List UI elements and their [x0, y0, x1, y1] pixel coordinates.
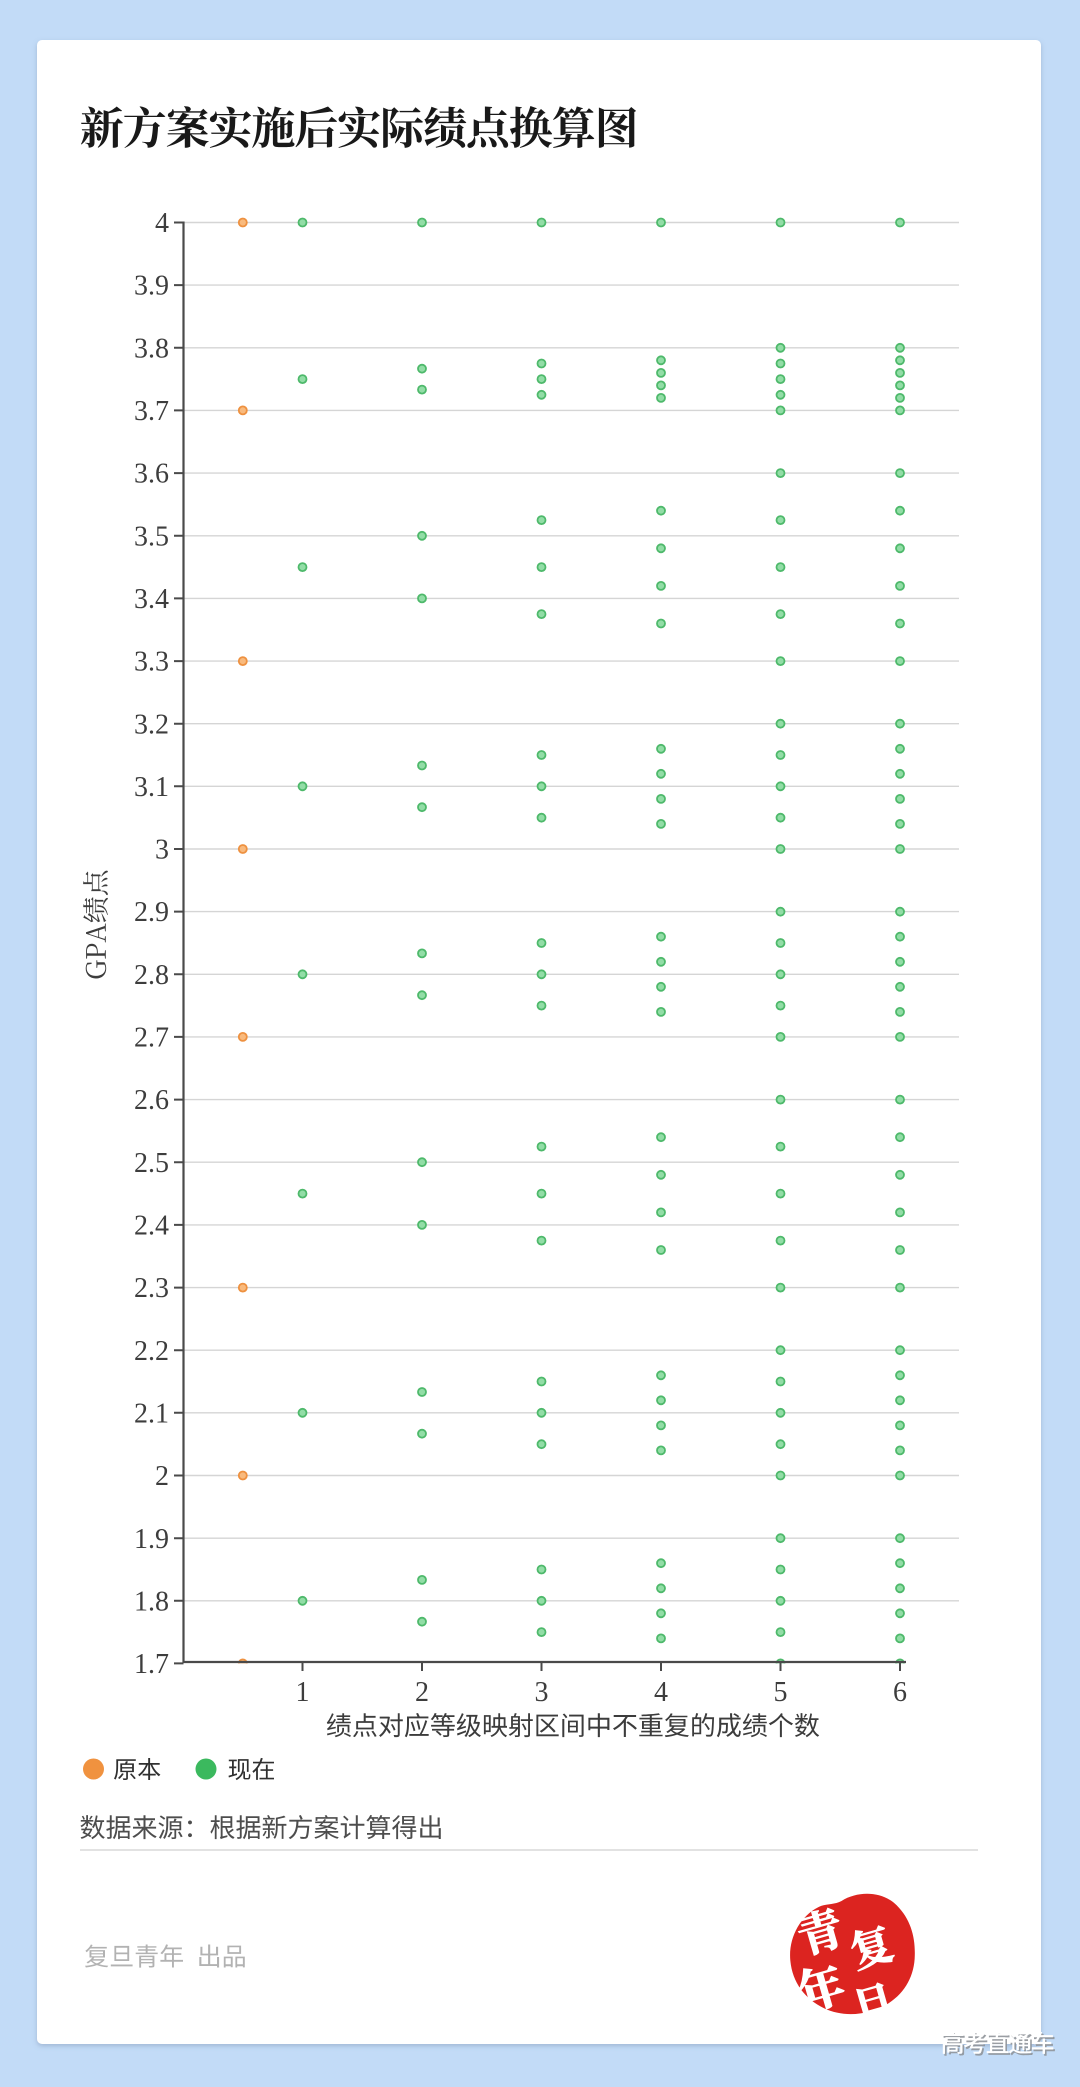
svg-text:2: 2 — [155, 1461, 169, 1492]
svg-text:3.6: 3.6 — [134, 459, 169, 490]
svg-text:2.9: 2.9 — [134, 897, 169, 928]
svg-text:3: 3 — [155, 835, 169, 866]
svg-text:2.8: 2.8 — [134, 960, 169, 991]
svg-text:3.4: 3.4 — [134, 584, 169, 615]
svg-text:2.3: 2.3 — [134, 1273, 169, 1304]
svg-text:1.7: 1.7 — [134, 1649, 169, 1680]
svg-text:2.4: 2.4 — [134, 1211, 169, 1242]
svg-text:3.7: 3.7 — [134, 396, 169, 427]
svg-text:3.5: 3.5 — [134, 521, 169, 552]
svg-text:3.2: 3.2 — [134, 709, 169, 740]
svg-text:1.8: 1.8 — [134, 1586, 169, 1617]
svg-text:3.3: 3.3 — [134, 647, 169, 678]
svg-text:3.9: 3.9 — [134, 271, 169, 302]
svg-text:2.1: 2.1 — [134, 1398, 169, 1429]
svg-text:2.2: 2.2 — [134, 1336, 169, 1367]
svg-text:6: 6 — [893, 1677, 907, 1708]
svg-text:3.1: 3.1 — [134, 772, 169, 803]
svg-text:2.5: 2.5 — [134, 1148, 169, 1179]
svg-text:2.7: 2.7 — [134, 1023, 169, 1054]
svg-text:3.8: 3.8 — [134, 333, 169, 364]
svg-text:1.9: 1.9 — [134, 1524, 169, 1555]
svg-text:4: 4 — [654, 1677, 668, 1708]
svg-text:4: 4 — [155, 208, 169, 239]
svg-text:5: 5 — [774, 1677, 788, 1708]
svg-text:2.6: 2.6 — [134, 1085, 169, 1116]
svg-text:1: 1 — [296, 1677, 310, 1708]
svg-text:2: 2 — [415, 1677, 429, 1708]
svg-text:3: 3 — [535, 1677, 549, 1708]
